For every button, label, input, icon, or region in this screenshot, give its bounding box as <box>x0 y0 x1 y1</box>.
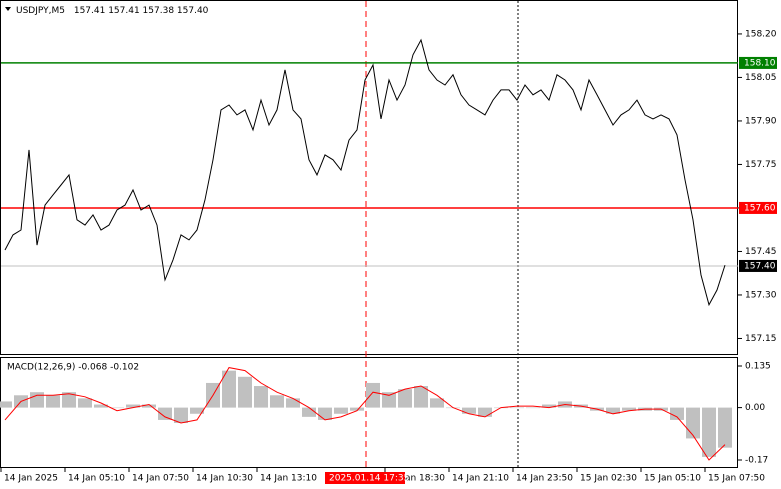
macd-bar <box>430 398 444 408</box>
macd-bar <box>190 407 204 414</box>
y-tick-label: 157.30 <box>745 290 777 300</box>
y-tick-label: 157.15 <box>745 334 777 344</box>
macd-bar <box>414 386 428 408</box>
y-tick-label: 157.90 <box>745 116 777 126</box>
macd-bar <box>462 407 476 414</box>
x-tick-label: 14 Jan 10:30 <box>196 474 253 484</box>
macd-pane <box>0 357 738 468</box>
macd-bar <box>142 404 156 408</box>
macd-bar <box>222 370 236 408</box>
x-tick-label: 15 Jan 05:10 <box>644 474 701 484</box>
macd-bar <box>702 407 716 457</box>
y-tick-label: 158.05 <box>745 73 777 83</box>
macd-bar <box>478 407 492 417</box>
x-tick-label: 14 Jan 07:50 <box>132 474 189 484</box>
x-tick-label: 15 Jan 02:30 <box>580 474 637 484</box>
y-tick-label: 158.20 <box>745 29 777 39</box>
level-label-box <box>739 56 777 69</box>
y-tick-label: 0.00 <box>745 403 765 413</box>
macd-bar <box>286 398 300 408</box>
macd-bar <box>382 392 396 408</box>
macd-title: MACD(12,26,9) -0.068 -0.102 <box>7 363 139 373</box>
macd-bar <box>94 404 108 408</box>
level-label-box <box>739 201 777 214</box>
signal-line <box>4 367 726 461</box>
level-label: 157.40 <box>744 261 776 271</box>
price-line <box>4 38 726 307</box>
header: USDJPY,M5 157.41 157.41 157.38 157.40 <box>16 6 209 16</box>
y-tick-label: 157.75 <box>745 160 777 170</box>
macd-bar <box>0 401 12 408</box>
macd-bar <box>302 407 316 417</box>
level-label: 158.10 <box>744 58 776 68</box>
macd-bar <box>46 395 60 408</box>
level-label: 157.60 <box>744 203 776 213</box>
macd-bar <box>318 407 332 420</box>
x-tick-label: 15 Jan 07:50 <box>708 474 765 484</box>
x-tick-label: 14 Jan 21:10 <box>452 474 509 484</box>
macd-bar <box>126 404 140 408</box>
macd-bar <box>350 407 364 411</box>
quote: 157.41 157.41 157.38 157.40 <box>74 6 209 16</box>
x-tick-label: 14 Jan 13:10 <box>260 474 317 484</box>
level-label-box <box>739 259 777 272</box>
macd-bar <box>606 407 620 414</box>
macd-bar <box>398 389 412 408</box>
macd-bar <box>670 407 684 420</box>
y-tick-label: 157.45 <box>745 247 777 257</box>
crosshair-label-box <box>325 472 405 484</box>
macd-bar <box>334 407 348 414</box>
macd-bar <box>718 407 732 448</box>
x-tick-label: 14 Jan 05:10 <box>68 474 125 484</box>
macd-bar <box>238 376 252 408</box>
macd-bar <box>158 407 172 420</box>
macd-bar <box>174 407 188 424</box>
macd-bar <box>686 407 700 439</box>
macd-bar <box>62 392 76 408</box>
macd-bar <box>270 395 284 408</box>
macd-bar <box>110 407 124 409</box>
crosshair-label: 2025.01.14 17:35 <box>329 474 409 484</box>
x-tick-label: 14 Jan 2025 <box>4 474 58 484</box>
x-tick-label: 14 Jan 18:30 <box>388 474 445 484</box>
macd-bar <box>30 392 44 408</box>
symbol-title: USDJPY,M5 <box>16 6 65 16</box>
macd-bar <box>254 386 268 408</box>
menu-arrow[interactable] <box>5 7 11 11</box>
x-tick-label: 14 Jan 23:50 <box>516 474 573 484</box>
y-tick-label: 0.135 <box>745 362 771 372</box>
macd-bar <box>526 407 540 409</box>
macd-bar <box>366 382 380 408</box>
y-tick-label: -0.17 <box>745 455 768 465</box>
macd-bar <box>542 404 556 408</box>
macd-bar <box>78 398 92 408</box>
price-pane <box>0 0 738 355</box>
macd-bar <box>510 407 524 409</box>
macd-bar <box>622 407 636 411</box>
